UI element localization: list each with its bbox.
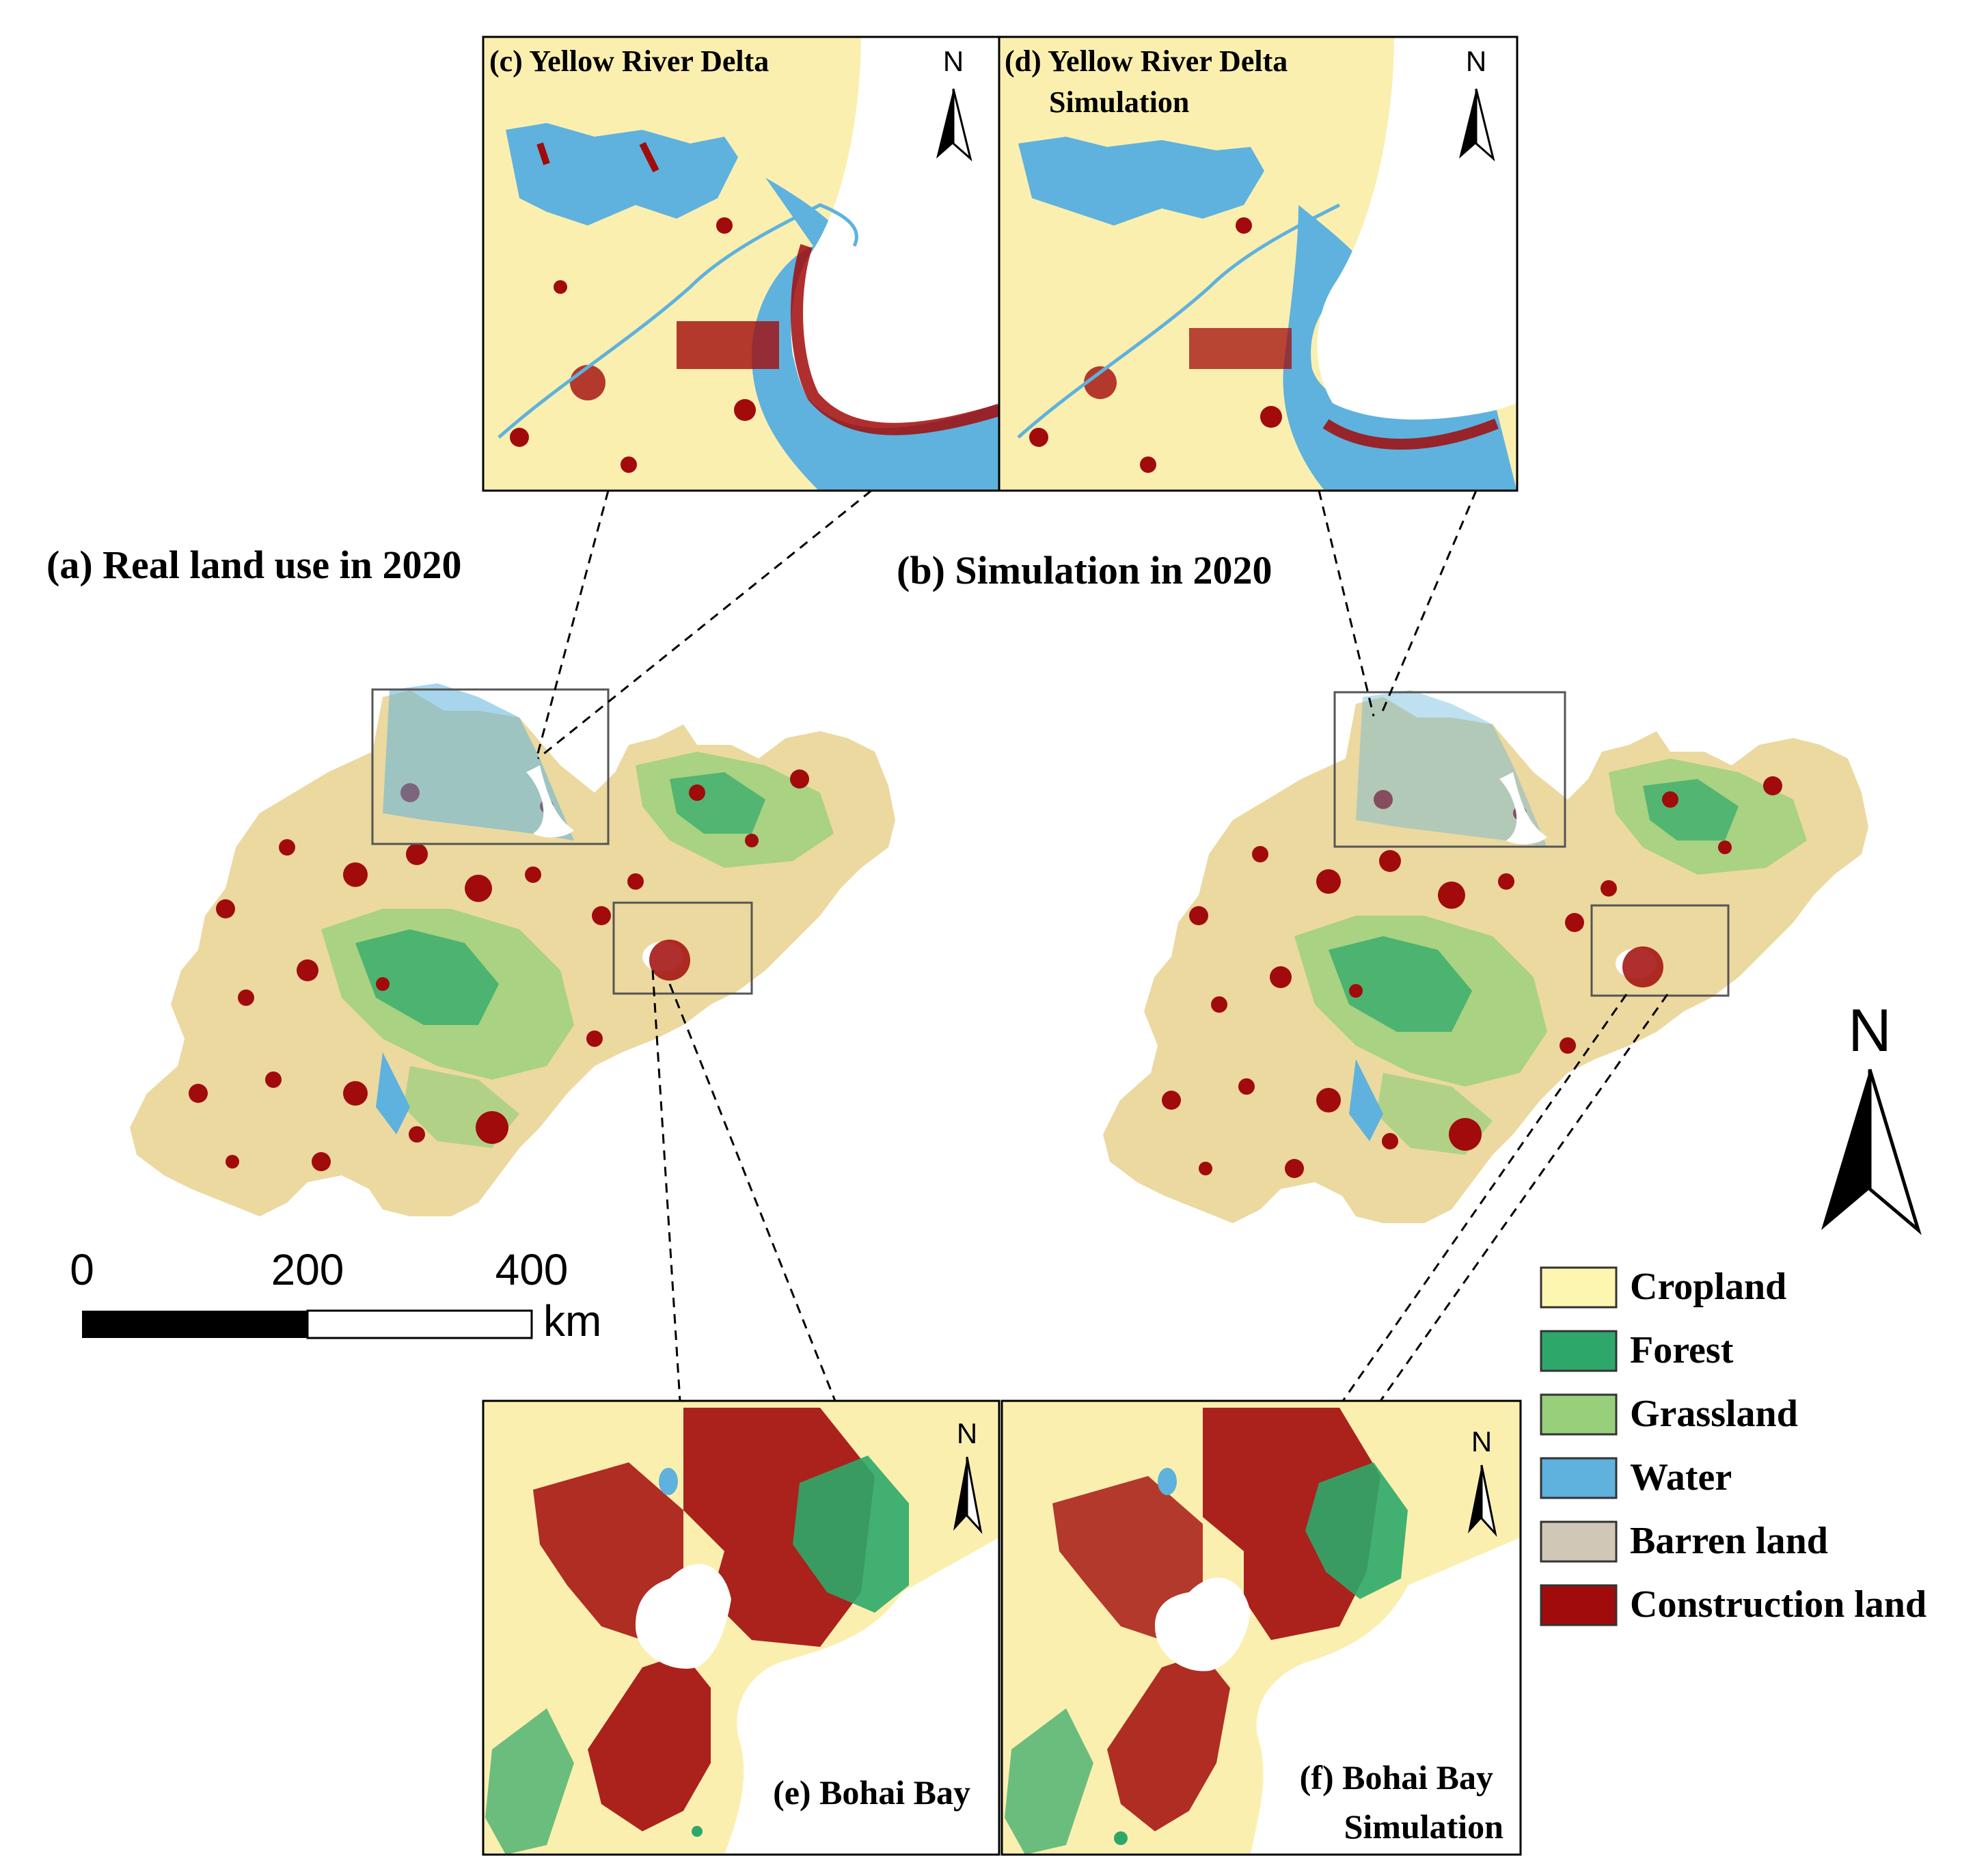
- legend-swatch-water: [1540, 1457, 1618, 1499]
- real-land-use-map-2020: (a) Real land use in 2020: [46, 543, 895, 1216]
- panel-f-title-line2: Simulation: [1344, 1807, 1504, 1846]
- land-use-legend: Cropland Forest Grassland Water Barren land C…: [1540, 1266, 1926, 1626]
- legend-swatch-forest: [1540, 1330, 1618, 1372]
- north-arrow-icon: N: [953, 1417, 983, 1534]
- inset-box-yellow-river-real: [371, 688, 610, 845]
- inset-connector-lines: [535, 489, 1669, 1402]
- scale-bar: 0 200 400 km: [70, 1245, 601, 1346]
- north-arrow-icon: N: [1459, 45, 1495, 162]
- legend-label-water: Water: [1630, 1456, 1732, 1499]
- legend-swatch-cropland: [1540, 1266, 1618, 1309]
- legend-label-forest: Forest: [1630, 1329, 1734, 1371]
- inset-box-bohai-sim: [1590, 904, 1730, 997]
- bohai-bay-inset: (e) Bohai Bay N: [482, 1399, 1000, 1856]
- panel-d-title-line1: (d) Yellow River Delta: [1005, 44, 1288, 78]
- scale-tick-200: 200: [271, 1245, 344, 1294]
- main-north-arrow-icon: N: [1821, 996, 1922, 1235]
- panel-d-title-line2: Simulation: [1049, 85, 1189, 119]
- inset-box-bohai-real: [612, 901, 753, 995]
- province-map-simulation: [1103, 690, 1868, 1223]
- panel-e-title: (e) Bohai Bay: [773, 1773, 970, 1812]
- bohai-bay-simulation-inset: (f) Bohai Bay Simulation N: [1000, 1399, 1522, 1856]
- panel-c-title: (c) Yellow River Delta: [489, 44, 769, 78]
- panel-b-title: (b) Simulation in 2020: [897, 548, 1272, 592]
- simulation-map-2020: (b) Simulation in 2020: [897, 548, 1868, 1223]
- legend-swatch-construction-land: [1540, 1584, 1618, 1626]
- legend-label-barren-land: Barren land: [1630, 1520, 1828, 1562]
- legend-label-cropland: Cropland: [1630, 1266, 1786, 1308]
- panel-a-title: (a) Real land use in 2020: [46, 543, 461, 587]
- province-map-real: [130, 683, 895, 1216]
- yellow-river-delta-inset: (c) Yellow River Delta N: [482, 36, 1000, 492]
- north-arrow-icon: N: [936, 45, 972, 162]
- svg-text:N: N: [1466, 45, 1486, 77]
- legend-label-grassland: Grassland: [1630, 1393, 1798, 1435]
- scale-unit: km: [543, 1296, 601, 1346]
- inset-box-yellow-river-sim: [1333, 691, 1566, 848]
- panel-f-title-line1: (f) Bohai Bay: [1300, 1758, 1493, 1797]
- yellow-river-delta-simulation-inset: (d) Yellow River Delta Simulation N: [998, 36, 1519, 492]
- legend-label-construction-land: Construction land: [1630, 1583, 1926, 1626]
- scale-tick-400: 400: [495, 1245, 569, 1294]
- svg-text:N: N: [1848, 996, 1892, 1064]
- svg-text:N: N: [943, 45, 964, 77]
- legend-swatch-barren-land: [1540, 1520, 1618, 1563]
- legend-swatch-grassland: [1540, 1393, 1618, 1436]
- north-arrow-icon: N: [1468, 1425, 1497, 1538]
- scale-tick-0: 0: [70, 1245, 94, 1294]
- svg-text:N: N: [1471, 1425, 1492, 1458]
- svg-text:N: N: [957, 1417, 977, 1449]
